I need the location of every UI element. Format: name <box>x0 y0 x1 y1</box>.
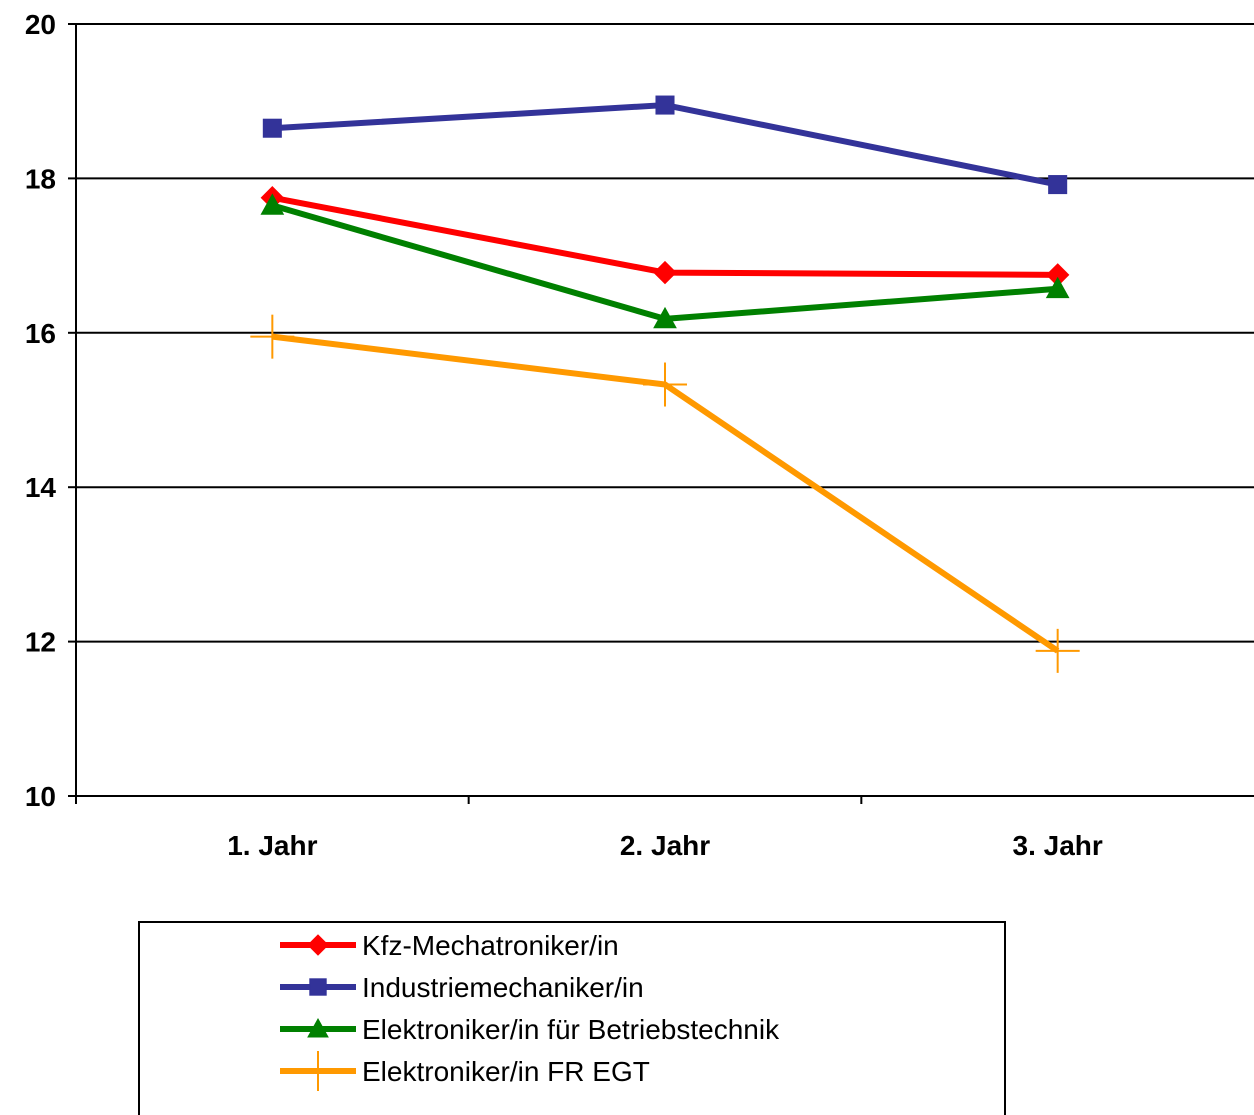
x-tick-label: 1. Jahr <box>227 830 317 861</box>
data-point <box>1035 628 1080 673</box>
y-tick-labels: 10 12 14 16 18 20 <box>25 9 57 812</box>
legend-box <box>138 921 1006 1115</box>
data-point <box>262 118 282 138</box>
data-point <box>643 362 687 407</box>
y-tick-label: 14 <box>25 472 57 503</box>
legend-marker <box>307 934 329 956</box>
series-4 <box>250 314 1080 673</box>
axes <box>68 23 1254 804</box>
legend-label: Elektroniker/in für Betriebstechnik <box>362 1014 780 1045</box>
y-tick-label: 12 <box>25 627 56 658</box>
legend-marker <box>309 978 327 996</box>
y-tick-label: 10 <box>25 781 56 812</box>
y-tick-label: 18 <box>25 163 56 194</box>
legend-entry: Kfz-Mechatroniker/in <box>280 930 619 961</box>
legend-marker <box>307 1017 329 1038</box>
legend: Kfz-Mechatroniker/in Industriemechaniker/… <box>138 921 1006 1115</box>
data-point <box>1048 175 1068 195</box>
series-2 <box>262 95 1068 195</box>
y-tick-label: 20 <box>25 9 56 40</box>
legend-label: Industriemechaniker/in <box>362 972 644 1003</box>
series-lines <box>250 95 1080 673</box>
data-point <box>250 314 295 359</box>
x-tick-label: 2. Jahr <box>620 830 710 861</box>
data-point <box>260 193 285 215</box>
y-tick-label: 16 <box>25 318 56 349</box>
series-line <box>272 102 1059 188</box>
data-point <box>655 95 675 115</box>
series-1 <box>260 185 1070 287</box>
data-point <box>1045 276 1070 299</box>
data-point <box>653 260 677 285</box>
x-tick-label: 3. Jahr <box>1013 830 1103 861</box>
grid-lines <box>76 23 1254 643</box>
legend-entry: Elektroniker/in FR EGT <box>280 1051 650 1091</box>
x-tick-labels: 1. Jahr 2. Jahr 3. Jahr <box>227 830 1103 861</box>
legend-label: Elektroniker/in FR EGT <box>362 1056 650 1087</box>
legend-marker <box>298 1051 338 1091</box>
legend-entry: Elektroniker/in für Betriebstechnik <box>280 1014 780 1045</box>
series-3 <box>260 193 1070 329</box>
data-point <box>653 306 677 329</box>
legend-label: Kfz-Mechatroniker/in <box>362 930 619 961</box>
legend-entry: Industriemechaniker/in <box>280 972 644 1003</box>
